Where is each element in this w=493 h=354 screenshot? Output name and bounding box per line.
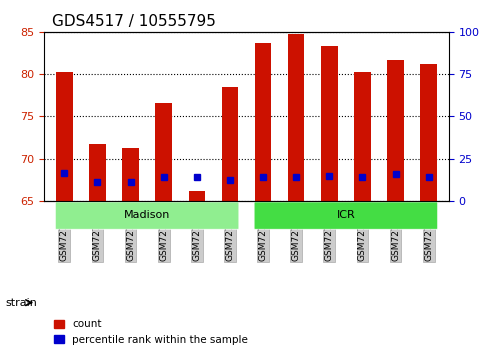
Bar [321,46,338,201]
Text: strain: strain [5,298,37,308]
Bar [421,64,437,201]
Bar [89,144,106,201]
Bar [387,60,404,201]
Bar [354,72,371,201]
Bar [56,72,72,201]
Bar [288,34,305,201]
FancyBboxPatch shape [254,202,438,229]
Text: GDS4517 / 10555795: GDS4517 / 10555795 [52,14,216,29]
Legend: count, percentile rank within the sample: count, percentile rank within the sample [50,315,252,349]
FancyBboxPatch shape [55,202,239,229]
Bar [155,103,172,201]
Bar [255,43,271,201]
Text: Madison: Madison [124,210,170,220]
Bar [188,191,205,201]
Text: ICR: ICR [337,210,355,220]
Bar [122,148,139,201]
Bar [222,87,238,201]
